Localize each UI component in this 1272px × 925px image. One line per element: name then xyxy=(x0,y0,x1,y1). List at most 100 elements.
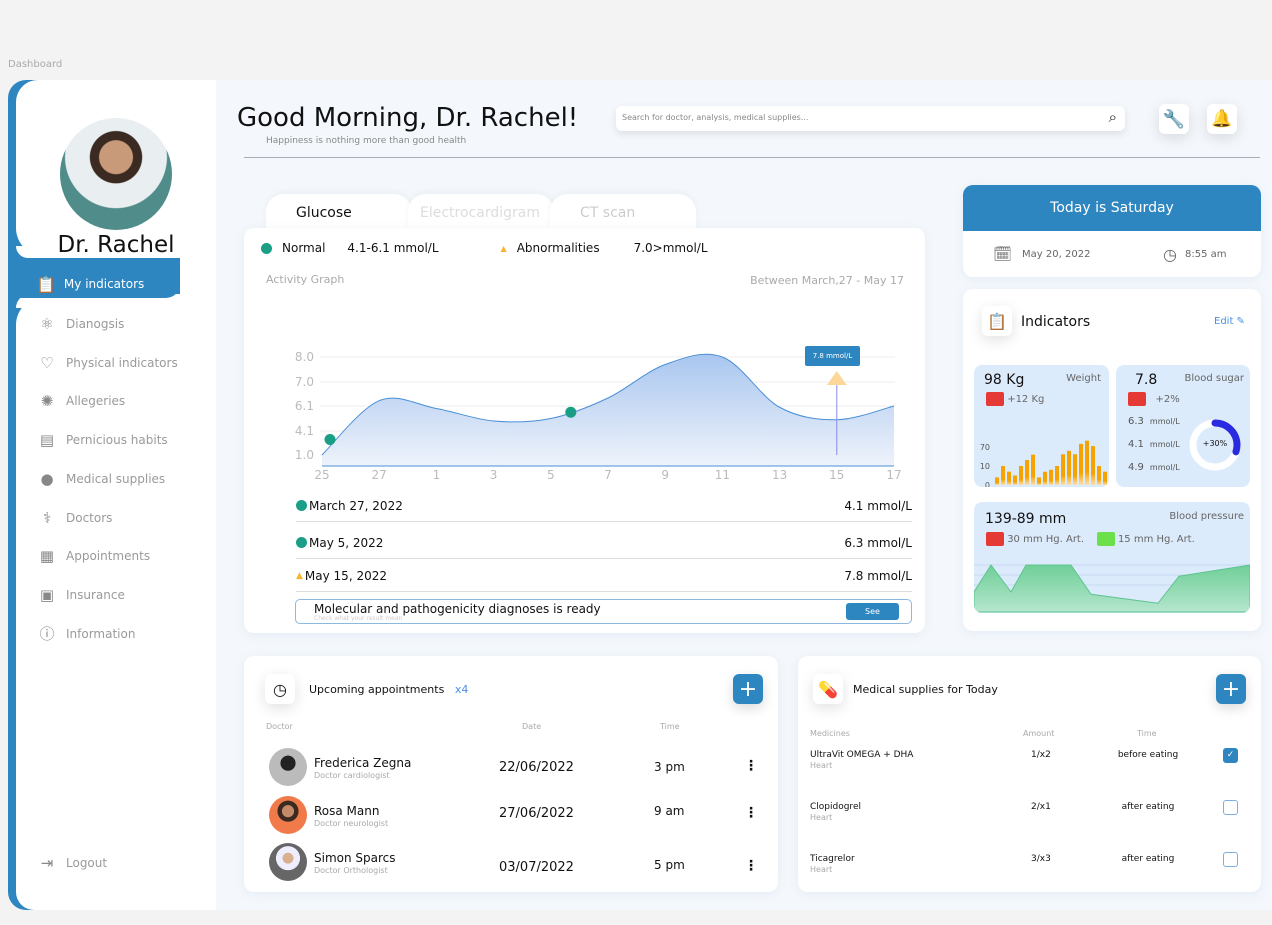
appointment-date: 22/06/2022 xyxy=(499,760,574,775)
sidebar-bg xyxy=(180,256,216,297)
sidebar-item-insurance[interactable]: ▣ Insurance xyxy=(36,584,125,606)
notice-title: Molecular and pathogenicity diagnoses is… xyxy=(314,602,601,616)
sidebar-item-pernicious-habits[interactable]: ▤ Pernicious habits xyxy=(36,429,168,451)
pressure-a: 30 mm Hg. Art. xyxy=(1007,534,1085,545)
notifications-button[interactable]: 🔔 xyxy=(1207,104,1237,134)
doctor-avatar[interactable] xyxy=(269,796,307,834)
logout-icon: ⇥ xyxy=(40,854,54,872)
sidebar-item-doctors[interactable]: ⚕ Doctors xyxy=(36,507,112,529)
weight-bar xyxy=(1037,477,1041,485)
weight-bar xyxy=(1097,466,1101,485)
reading-row: ▲ May 15, 2022 7.8 mmol/L xyxy=(296,560,912,592)
add-supply-button[interactable]: + xyxy=(1216,674,1246,704)
sidebar-item-label: Medical supplies xyxy=(66,471,166,486)
edit-button[interactable]: Edit ✎ xyxy=(1214,316,1245,327)
doctor-name[interactable]: Frederica Zegna xyxy=(314,756,412,770)
more-options-icon[interactable]: ⋮ xyxy=(744,805,758,821)
doctor-name[interactable]: Simon Sparcs xyxy=(314,851,396,865)
trend-down-icon xyxy=(1096,532,1115,546)
search-icon[interactable]: ⌕ xyxy=(1108,108,1117,126)
doctor-avatar[interactable] xyxy=(269,843,307,881)
today-card: Today is Saturday 🗓 May 20, 2022 ◷ 8:55 am xyxy=(963,185,1261,277)
abnormal-point[interactable] xyxy=(826,371,847,385)
add-appointment-button[interactable]: + xyxy=(733,674,763,704)
tab-ct-scan[interactable]: CT scan xyxy=(550,194,696,234)
sidebar-item-my-indicators[interactable]: 📋 My indicators xyxy=(16,270,180,298)
sidebar-item-allegeries[interactable]: ✺ Allegeries xyxy=(36,390,125,412)
doctor-name[interactable]: Rosa Mann xyxy=(314,804,380,818)
sugar-label: Blood sugar xyxy=(1184,373,1244,384)
medicine-amount: 1/x2 xyxy=(1031,750,1051,760)
see-button[interactable]: See xyxy=(846,603,899,620)
weight-bar xyxy=(1103,471,1107,485)
trend-up-icon xyxy=(986,392,1004,406)
sugar-reading-unit: mmol/L xyxy=(1149,463,1180,472)
normal-point[interactable] xyxy=(324,434,336,446)
sidebar-item-appointments[interactable]: ▦ Appointments xyxy=(36,545,150,567)
doctor-avatar[interactable] xyxy=(269,748,307,786)
sidebar-item-label: Appointments xyxy=(66,549,151,564)
tab-electrocardiogram[interactable]: Electrocardigram xyxy=(408,194,554,234)
col-medicines: Medicines xyxy=(810,729,850,738)
appointments-count: x4 xyxy=(454,683,469,696)
notice-subtitle: Check what your result mean xyxy=(314,615,403,622)
sidebar-item-dianogsis[interactable]: ⚛ Dianogsis xyxy=(36,313,124,335)
weight-bar xyxy=(1007,471,1011,485)
diagnosis-notice: Molecular and pathogenicity diagnoses is… xyxy=(295,599,912,624)
more-options-icon[interactable]: ⋮ xyxy=(744,858,758,874)
pressure-b: 15 mm Hg. Art. xyxy=(1117,534,1195,545)
avatar[interactable] xyxy=(60,118,172,230)
info-icon: ⓘ xyxy=(39,625,55,644)
weight-bar xyxy=(1073,454,1077,485)
sidebar-nav xyxy=(16,297,216,910)
search-input[interactable]: Search for doctor, analysis, medical sup… xyxy=(616,106,1125,131)
weight-chart: 01070135791115 xyxy=(980,440,1107,487)
col-time: Time xyxy=(660,722,680,731)
appointment-time: 5 pm xyxy=(654,858,685,872)
weight-value: 98 Kg xyxy=(984,372,1025,388)
normal-point[interactable] xyxy=(565,406,577,418)
glucose-area xyxy=(322,354,894,466)
heart-pulse-icon: ♡ xyxy=(40,353,54,372)
appointments-title: Upcoming appointments xyxy=(309,683,445,696)
reading-date: May 5, 2022 xyxy=(309,535,384,550)
sidebar-item-information[interactable]: ⓘ Information xyxy=(36,623,135,645)
more-options-icon[interactable]: ⋮ xyxy=(744,758,758,774)
logout-button[interactable]: ⇥ Logout xyxy=(36,852,107,874)
taken-checkbox[interactable]: ✓ xyxy=(1223,748,1238,763)
medicine-category: Heart xyxy=(810,813,833,822)
sidebar-item-physical-indicators[interactable]: ♡ Physical indicators xyxy=(36,352,178,374)
tab-glucose[interactable]: Glucose xyxy=(266,194,412,234)
sidebar-curve xyxy=(16,246,216,258)
appointment-time: 3 pm xyxy=(654,760,685,774)
stethoscope-icon: ⚕ xyxy=(42,508,52,527)
donut-label: +30% xyxy=(1202,439,1228,448)
pressure-area xyxy=(974,564,1250,613)
indicators-title: Indicators xyxy=(1021,314,1091,330)
taken-checkbox[interactable] xyxy=(1223,852,1238,867)
y-tick-label: 4.1 xyxy=(295,424,314,438)
weight-bar xyxy=(1055,466,1059,485)
sugar-reading-value: 4.9 xyxy=(1128,462,1144,473)
sidebar-item-medical-supplies[interactable]: ● Medical supplies xyxy=(36,468,165,490)
x-tick-label: 15 xyxy=(829,468,844,482)
blood-pressure-chart xyxy=(974,564,1250,613)
taken-checkbox[interactable] xyxy=(1223,800,1238,815)
weight-bar xyxy=(1091,446,1095,485)
sugar-reading-unit: mmol/L xyxy=(1149,440,1180,449)
virus-icon: ✺ xyxy=(40,392,54,411)
sidebar-item-label: Physical indicators xyxy=(66,355,178,370)
y-tick-label: 10 xyxy=(980,462,990,471)
sidebar-item-label: Information xyxy=(66,626,136,641)
today-time: 8:55 am xyxy=(1184,249,1227,260)
legend-normal: Normal xyxy=(282,241,326,255)
weight-delta: +12 Kg xyxy=(1007,394,1045,405)
x-tick-label: 3 xyxy=(490,468,498,482)
indicators-card: 📋 Indicators Edit ✎ 98 Kg Weight +12 Kg … xyxy=(963,289,1261,631)
legend-abnormal-range: 7.0>mmol/L xyxy=(633,241,708,255)
page-subtitle: Happiness is nothing more than good heal… xyxy=(266,136,467,146)
weight-bar xyxy=(1025,459,1029,485)
settings-button[interactable]: 🔧 xyxy=(1159,104,1189,134)
reading-date-cell: ▲ May 15, 2022 xyxy=(296,569,387,583)
report-icon: ▤ xyxy=(39,431,55,450)
